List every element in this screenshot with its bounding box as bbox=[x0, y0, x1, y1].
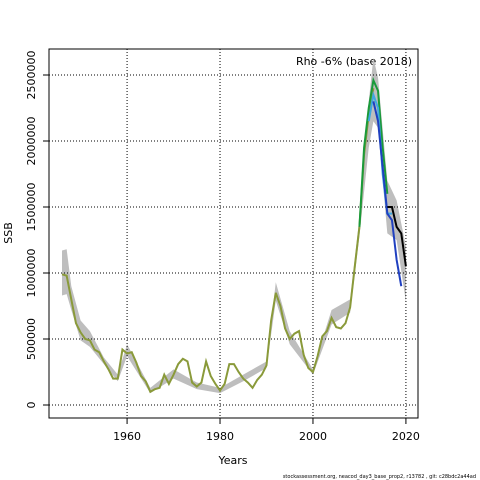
y-tick-label: 0 bbox=[25, 401, 38, 408]
y-tick-label: 500000 bbox=[25, 318, 38, 360]
series-line bbox=[61, 88, 375, 394]
annotation: Rho -6% (base 2018) bbox=[296, 55, 412, 68]
confidence-band bbox=[62, 57, 406, 394]
x-axis-label: Years bbox=[217, 454, 247, 467]
y-axis-label: SSB bbox=[2, 222, 15, 244]
x-tick-label: 2020 bbox=[392, 430, 420, 443]
series-line bbox=[358, 76, 389, 227]
x-tick-label: 1980 bbox=[206, 430, 234, 443]
footer: stockassessment.org, neacod_day3_base_pr… bbox=[283, 474, 476, 480]
y-tick-label: 2500000 bbox=[25, 51, 38, 100]
series-line bbox=[372, 101, 403, 287]
plot-frame bbox=[48, 48, 419, 419]
x-tick-label: 1960 bbox=[113, 430, 141, 443]
x-tick-label: 2000 bbox=[299, 430, 327, 443]
series-line bbox=[387, 206, 407, 267]
y-tick-label: 2000000 bbox=[25, 117, 38, 166]
y-tick-label: 1500000 bbox=[25, 183, 38, 232]
y-tick-label: 1000000 bbox=[25, 249, 38, 298]
